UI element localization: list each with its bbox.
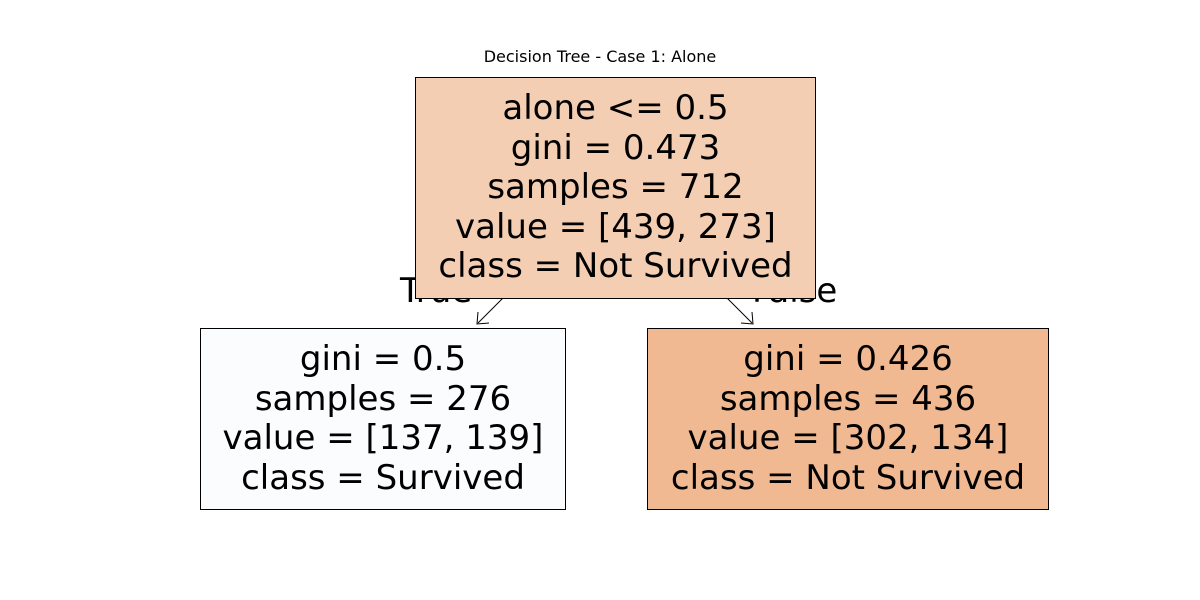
left-samples: samples = 276 bbox=[254, 378, 512, 419]
left-class: class = Survived bbox=[241, 457, 525, 498]
root-gini: gini = 0.473 bbox=[510, 127, 721, 168]
right-samples: samples = 436 bbox=[719, 378, 977, 419]
right-class: class = Not Survived bbox=[670, 457, 1026, 498]
figure-title: Decision Tree - Case 1: Alone bbox=[483, 47, 717, 66]
root-value: value = [439, 273] bbox=[455, 206, 776, 247]
left-gini: gini = 0.5 bbox=[299, 339, 467, 379]
root-split-rule: alone <= 0.5 bbox=[502, 88, 729, 129]
left-value: value = [137, 139] bbox=[222, 418, 544, 458]
edge-root-left bbox=[476, 297, 504, 325]
right-leaf-node: gini = 0.426 samples = 436 value = [302,… bbox=[647, 328, 1049, 510]
right-gini: gini = 0.426 bbox=[743, 339, 953, 379]
root-samples: samples = 712 bbox=[487, 167, 744, 208]
right-value: value = [302, 134] bbox=[687, 418, 1009, 458]
edge-root-right bbox=[726, 297, 754, 325]
root-node: alone <= 0.5 gini = 0.473 samples = 712 … bbox=[415, 77, 816, 299]
left-leaf-node: gini = 0.5 samples = 276 value = [137, 1… bbox=[200, 328, 566, 510]
root-class: class = Not Survived bbox=[438, 246, 793, 287]
